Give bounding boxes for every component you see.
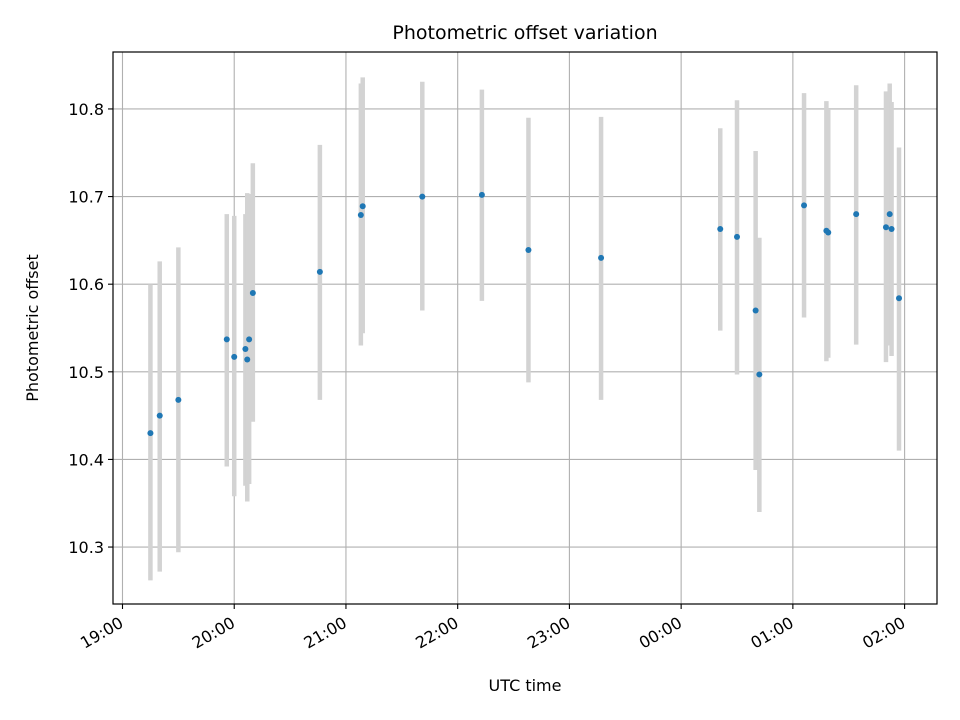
- x-tick-label: 01:00: [747, 613, 796, 653]
- data-point: [244, 356, 251, 363]
- data-point: [734, 233, 741, 240]
- data-point: [752, 307, 759, 314]
- data-point: [478, 191, 485, 198]
- data-point: [156, 412, 163, 419]
- data-point: [223, 336, 230, 343]
- data-point: [598, 254, 605, 261]
- data-point: [316, 268, 323, 275]
- data-point: [825, 229, 832, 236]
- data-point: [888, 225, 895, 232]
- y-tick-label: 10.3: [68, 538, 104, 557]
- data-point: [525, 247, 532, 254]
- data-point: [896, 295, 903, 302]
- x-tick-label: 23:00: [524, 613, 573, 653]
- y-axis-label: Photometric offset: [23, 254, 42, 402]
- x-tick-label: 20:00: [189, 613, 238, 653]
- grid: [113, 52, 937, 604]
- x-tick-label: 22:00: [412, 613, 461, 653]
- y-tick-label: 10.5: [68, 363, 104, 382]
- error-bars: [148, 77, 902, 581]
- data-point: [147, 430, 154, 437]
- x-tick-label: 19:00: [77, 613, 126, 653]
- data-point: [242, 346, 249, 353]
- data-point: [359, 203, 366, 210]
- data-point: [801, 202, 808, 209]
- y-tick-label: 10.7: [68, 188, 104, 207]
- data-point: [249, 289, 256, 296]
- plot-frame: [112, 51, 938, 605]
- x-axis-ticks: 19:00 20:00 21:00 22:00 23:00 00:00 01:00 02:00: [77, 604, 909, 653]
- data-point: [756, 371, 763, 378]
- data-point: [246, 336, 253, 343]
- data-point: [853, 211, 860, 218]
- data-point: [717, 225, 724, 232]
- data-point: [419, 193, 426, 200]
- y-axis-ticks: 10.3 10.4 10.5 10.6 10.7 10.8: [68, 100, 113, 557]
- y-tick-label: 10.8: [68, 100, 104, 119]
- data-point: [886, 211, 893, 218]
- data-points: [147, 191, 903, 437]
- x-tick-label: 02:00: [859, 613, 908, 653]
- data-point: [357, 211, 364, 218]
- x-tick-label: 00:00: [636, 613, 685, 653]
- x-axis-label: UTC time: [489, 676, 562, 695]
- y-tick-label: 10.4: [68, 450, 104, 469]
- data-point: [175, 396, 182, 403]
- x-tick-label: 21:00: [301, 613, 350, 653]
- data-point: [231, 353, 238, 360]
- y-tick-label: 10.6: [68, 275, 104, 294]
- data-point: [882, 224, 889, 231]
- chart-title: Photometric offset variation: [392, 22, 657, 44]
